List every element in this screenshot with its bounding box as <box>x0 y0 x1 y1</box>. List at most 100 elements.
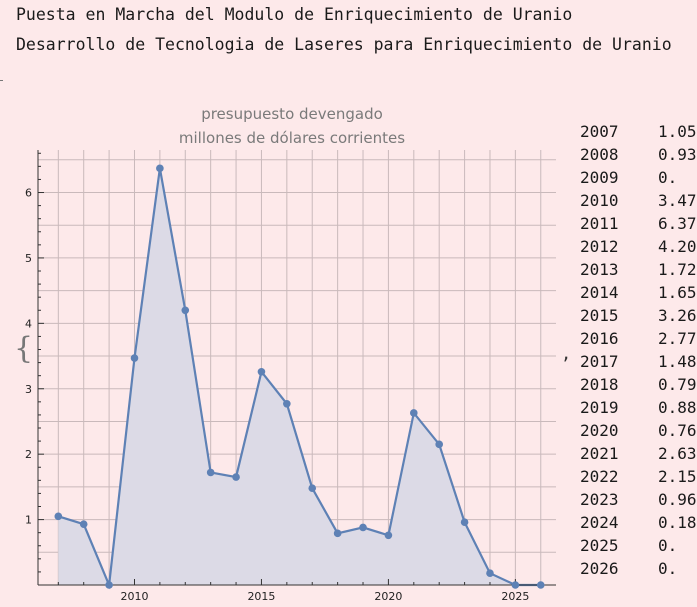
table-row: 2016 2.77 <box>580 327 697 350</box>
table-row: 2019 0.88 <box>580 396 697 419</box>
table-row: 2017 1.48 <box>580 350 697 373</box>
table-row: 2020 0.76 <box>580 419 697 442</box>
table-year: 2021 <box>580 444 619 463</box>
y-tick-label: 5 <box>25 252 32 265</box>
chart-title: presupuesto devengado <box>201 105 383 123</box>
data-point <box>130 354 139 362</box>
table-value: 6.37 <box>658 214 697 233</box>
data-point <box>460 518 469 527</box>
table-value: 0.96 <box>658 490 697 509</box>
table-value: 3.26 <box>658 306 697 325</box>
table-value: 0.76 <box>658 421 697 440</box>
table-value: 3.47 <box>658 191 697 210</box>
table-year: 2012 <box>580 237 619 256</box>
table-row: 2011 6.37 <box>580 212 697 235</box>
table-value: 1.65 <box>658 283 697 302</box>
table-year: 2026 <box>580 559 619 578</box>
table-year: 2025 <box>580 536 619 555</box>
data-point <box>206 468 215 477</box>
data-point <box>54 512 63 521</box>
table-row: 2022 2.15 <box>580 465 697 488</box>
table-value: 2.77 <box>658 329 697 348</box>
x-tick-label: 2020 <box>374 590 402 603</box>
table-value: 0. <box>658 168 678 187</box>
comma-separator: , <box>561 344 572 364</box>
table-row: 2009 0. <box>580 166 697 189</box>
data-point <box>536 581 545 589</box>
y-tick-label: 3 <box>25 383 32 396</box>
table-year: 2007 <box>580 122 619 141</box>
table-row: 2024 0.18 <box>580 511 697 534</box>
data-point <box>156 164 164 173</box>
table-year: 2011 <box>580 214 619 233</box>
x-tick-label: 2010 <box>120 590 148 603</box>
table-value: 0. <box>658 559 678 578</box>
table-row: 2014 1.65 <box>580 281 697 304</box>
table-value: 4.20 <box>658 237 697 256</box>
budget-table: 2007 1.05 2008 0.93 2009 0. 2010 3.47 2011 6.37 20… <box>580 120 697 580</box>
table-value: 0.88 <box>658 398 697 417</box>
table-row: 2013 1.72 <box>580 258 697 281</box>
data-point <box>308 484 317 492</box>
table-year: 2019 <box>580 398 619 417</box>
table-row: 2021 2.63 <box>580 442 697 465</box>
table-year: 2017 <box>580 352 619 371</box>
table-year: 2014 <box>580 283 619 302</box>
table-row: 2007 1.05 <box>580 120 697 143</box>
x-tick-label: 2025 <box>501 590 529 603</box>
data-point <box>105 581 113 589</box>
table-year: 2022 <box>580 467 619 486</box>
table-row: 2010 3.47 <box>580 189 697 212</box>
area-fill <box>58 168 541 585</box>
table-row: 2015 3.26 <box>580 304 697 327</box>
data-point <box>257 367 266 376</box>
data-point <box>435 440 443 449</box>
table-value: 2.63 <box>658 444 697 463</box>
table-row: 2026 0. <box>580 557 697 580</box>
table-year: 2010 <box>580 191 619 210</box>
data-point <box>232 473 240 481</box>
open-brace: { <box>14 331 34 366</box>
table-row: 2008 0.93 <box>580 143 697 166</box>
table-year: 2024 <box>580 513 619 532</box>
table-row: 2025 0. <box>580 534 697 557</box>
data-point <box>181 306 190 315</box>
data-point <box>283 400 291 408</box>
table-year: 2013 <box>580 260 619 279</box>
heading-laser-technology: Desarrollo de Tecnologia de Laseres para… <box>16 35 672 54</box>
budget-area-chart: presupuesto devengado millones de dólare… <box>25 105 556 603</box>
table-year: 2008 <box>580 145 619 164</box>
table-value: 1.05 <box>658 122 697 141</box>
data-point <box>511 581 520 589</box>
table-year: 2015 <box>580 306 619 325</box>
data-point <box>486 569 494 578</box>
table-row: 2012 4.20 <box>580 235 697 258</box>
table-year: 2020 <box>580 421 619 440</box>
heading-uranium-module: Puesta en Marcha del Modulo de Enriqueci… <box>16 5 573 24</box>
data-point <box>384 531 393 540</box>
table-row: 2023 0.96 <box>580 488 697 511</box>
table-year: 2018 <box>580 375 619 394</box>
table-value: 0.79 <box>658 375 697 394</box>
table-value: 0.18 <box>658 513 697 532</box>
table-value: 0.93 <box>658 145 697 164</box>
x-tick-label: 2015 <box>247 590 275 603</box>
data-point <box>333 529 342 538</box>
series-line <box>57 168 541 590</box>
y-tick-label: 4 <box>25 317 32 330</box>
cell-marker <box>0 80 3 81</box>
table-value: 0. <box>658 536 678 555</box>
data-point <box>410 409 418 417</box>
table-year: 2023 <box>580 490 619 509</box>
y-tick-label: 6 <box>25 187 32 200</box>
data-point <box>359 523 367 532</box>
y-tick-label: 1 <box>25 514 32 527</box>
table-value: 1.48 <box>658 352 697 371</box>
table-year: 2009 <box>580 168 619 187</box>
chart-subtitle: millones de dólares corrientes <box>179 129 405 147</box>
y-tick-label: 2 <box>25 448 32 461</box>
table-row: 2018 0.79 <box>580 373 697 396</box>
data-point <box>79 520 88 528</box>
table-value: 1.72 <box>658 260 697 279</box>
table-year: 2016 <box>580 329 619 348</box>
